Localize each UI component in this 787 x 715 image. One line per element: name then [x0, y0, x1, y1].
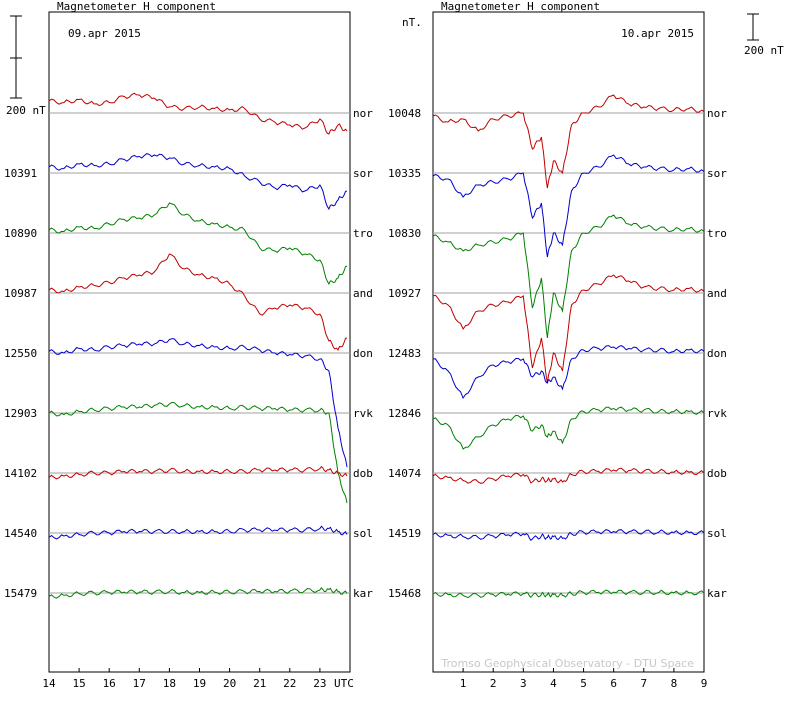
- x-unit-label-panel-1: UTC: [334, 677, 354, 690]
- station-label-and-panel-2: and: [707, 287, 727, 300]
- station-label-dob-panel-1: dob: [353, 467, 373, 480]
- plot-frame-2: [432, 11, 705, 673]
- watermark-text: Tromso Geophysical Observatory - DTU Spa…: [440, 657, 694, 670]
- x-tick-label-panel-1-20: 20: [223, 677, 236, 690]
- trace-sor-panel-1: [48, 153, 348, 211]
- trace-kar-panel-1: [48, 586, 348, 599]
- scale-label-panel-2: 200 nT: [744, 44, 784, 57]
- panel-2-unit-label: nT.: [402, 16, 422, 29]
- baseline-value-panel-1-8: 14540: [4, 527, 37, 540]
- baseline-value-panel-2-3: 10830: [388, 227, 421, 240]
- baseline-value-panel-1-3: 10890: [4, 227, 37, 240]
- panel-2-title: Magnetometer H component: [441, 0, 600, 13]
- station-label-sol-panel-1: sol: [353, 527, 373, 540]
- x-tick-label-panel-1-22: 22: [283, 677, 296, 690]
- scale-label-panel-1: 200 nT: [6, 104, 46, 117]
- x-tick-label-panel-2-3: 3: [520, 677, 527, 690]
- station-label-nor-panel-1: nor: [353, 107, 373, 120]
- station-label-kar-panel-1: kar: [353, 587, 373, 600]
- x-tick-label-panel-2-1: 1: [460, 677, 467, 690]
- x-tick-label-panel-2-2: 2: [490, 677, 497, 690]
- panel-1-date: 09.apr 2015: [68, 27, 141, 40]
- x-tick-label-panel-1-16: 16: [103, 677, 116, 690]
- x-tick-label-panel-2-6: 6: [610, 677, 617, 690]
- x-tick-label-panel-1-14: 14: [42, 677, 56, 690]
- station-label-don-panel-2: don: [707, 347, 727, 360]
- baseline-value-panel-2-1: 10048: [388, 107, 421, 120]
- trace-don-panel-1: [48, 338, 348, 468]
- panel-1-title: Magnetometer H component: [57, 0, 216, 13]
- station-label-nor-panel-2: nor: [707, 107, 727, 120]
- station-label-tro-panel-2: tro: [707, 227, 727, 240]
- x-tick-label-panel-1-18: 18: [163, 677, 176, 690]
- baseline-value-panel-1-7: 14102: [4, 467, 37, 480]
- x-tick-label-panel-2-4: 4: [550, 677, 557, 690]
- x-tick-label-panel-1-17: 17: [133, 677, 146, 690]
- station-label-don-panel-1: don: [353, 347, 373, 360]
- baseline-value-panel-2-8: 14519: [388, 527, 421, 540]
- trace-nor-panel-1: [48, 92, 348, 135]
- trace-and-panel-1: [48, 253, 348, 351]
- station-label-sor-panel-1: sor: [353, 167, 373, 180]
- baseline-value-panel-2-2: 10335: [388, 167, 421, 180]
- baseline-value-panel-2-6: 12846: [388, 407, 421, 420]
- trace-sol-panel-1: [48, 525, 348, 540]
- baseline-value-panel-1-4: 10987: [4, 287, 37, 300]
- x-tick-label-panel-2-5: 5: [580, 677, 587, 690]
- baseline-value-panel-1-2: 10391: [4, 167, 37, 180]
- x-tick-label-panel-1-23: 23: [313, 677, 326, 690]
- baseline-value-panel-2-4: 10927: [388, 287, 421, 300]
- station-label-and-panel-1: and: [353, 287, 373, 300]
- x-tick-label-panel-1-19: 19: [193, 677, 206, 690]
- x-tick-label-panel-1-15: 15: [72, 677, 85, 690]
- baseline-value-panel-2-5: 12483: [388, 347, 421, 360]
- trace-rvk-panel-1: [48, 401, 348, 504]
- station-label-kar-panel-2: kar: [707, 587, 727, 600]
- baseline-value-panel-1-9: 15479: [4, 587, 37, 600]
- baseline-value-panel-2-7: 14074: [388, 467, 421, 480]
- station-label-rvk-panel-1: rvk: [353, 407, 373, 420]
- trace-don-panel-2: [432, 345, 705, 400]
- x-tick-label-panel-2-9: 9: [701, 677, 708, 690]
- station-label-tro-panel-1: tro: [353, 227, 373, 240]
- trace-tro-panel-2: [432, 214, 705, 339]
- plot-frame-1: [48, 11, 351, 673]
- station-label-rvk-panel-2: rvk: [707, 407, 727, 420]
- x-tick-label-panel-2-7: 7: [640, 677, 647, 690]
- x-tick-label-panel-1-21: 21: [253, 677, 266, 690]
- trace-tro-panel-1: [48, 202, 348, 286]
- trace-dob-panel-1: [48, 465, 348, 480]
- baseline-value-panel-2-9: 15468: [388, 587, 421, 600]
- trace-rvk-panel-2: [432, 406, 705, 450]
- trace-and-panel-2: [432, 274, 705, 384]
- panel-2-date: 10.apr 2015: [621, 27, 694, 40]
- station-label-sol-panel-2: sol: [707, 527, 727, 540]
- trace-sol-panel-2: [432, 529, 705, 542]
- baseline-value-panel-1-6: 12903: [4, 407, 37, 420]
- trace-dob-panel-2: [432, 467, 705, 484]
- trace-sor-panel-2: [432, 154, 705, 258]
- trace-kar-panel-2: [432, 589, 705, 599]
- baseline-value-panel-1-5: 12550: [4, 347, 37, 360]
- station-label-sor-panel-2: sor: [707, 167, 727, 180]
- x-tick-label-panel-2-8: 8: [671, 677, 678, 690]
- trace-nor-panel-2: [432, 94, 705, 189]
- station-label-dob-panel-2: dob: [707, 467, 727, 480]
